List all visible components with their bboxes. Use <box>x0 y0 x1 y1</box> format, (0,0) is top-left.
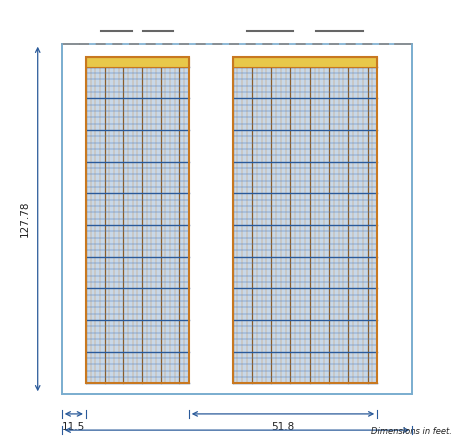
Text: 11.5: 11.5 <box>62 422 85 432</box>
Bar <box>86 57 189 67</box>
Bar <box>86 57 189 383</box>
Bar <box>233 57 377 67</box>
Bar <box>86 57 189 383</box>
Bar <box>62 44 412 394</box>
Bar <box>233 57 377 383</box>
Bar <box>233 57 377 383</box>
Text: Dimensions in feet.: Dimensions in feet. <box>371 427 452 436</box>
Text: 51.8: 51.8 <box>271 422 295 432</box>
Text: 127.78: 127.78 <box>19 201 29 237</box>
